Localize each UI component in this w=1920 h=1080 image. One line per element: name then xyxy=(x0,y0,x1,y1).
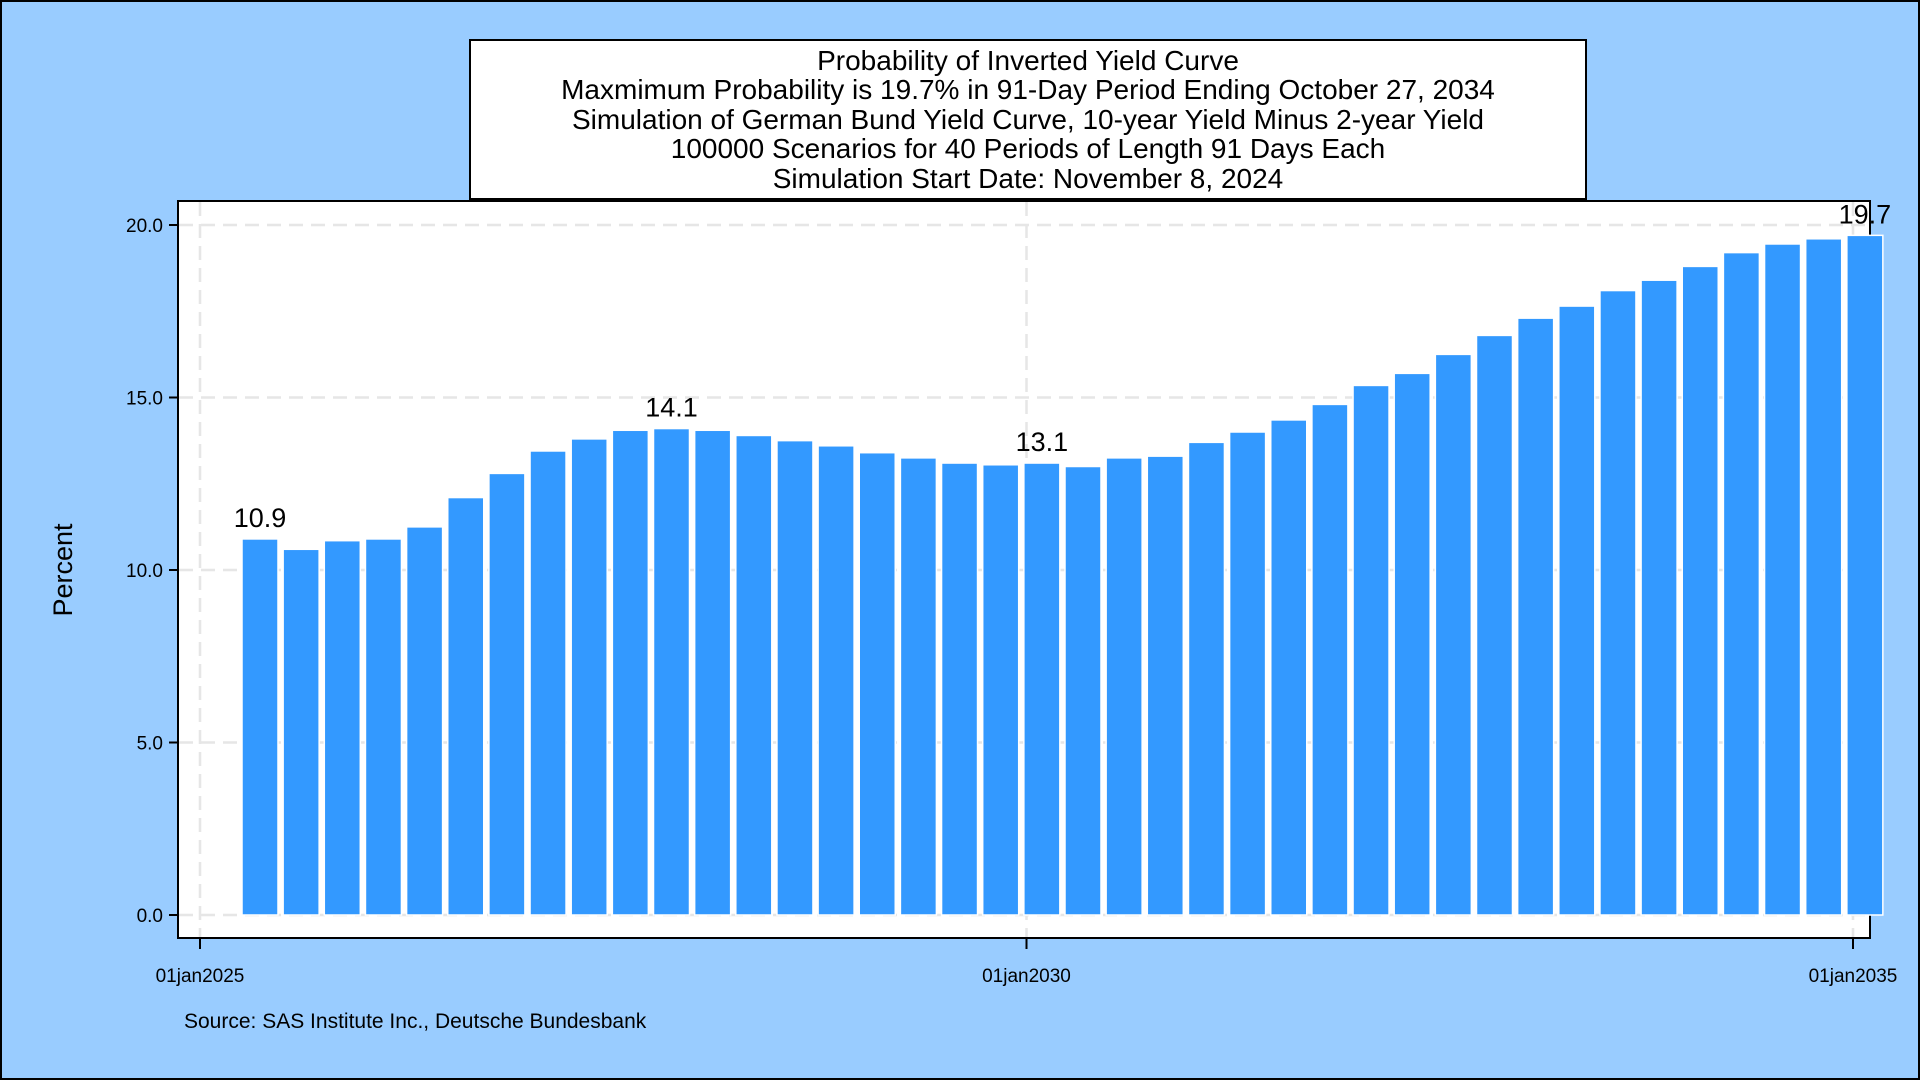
bar xyxy=(529,450,567,916)
bar xyxy=(1516,317,1555,916)
bar xyxy=(940,462,979,916)
data-label: 10.9 xyxy=(234,503,287,533)
bar xyxy=(1105,457,1143,916)
bar xyxy=(1558,305,1596,916)
bar xyxy=(1434,353,1473,916)
bar xyxy=(1681,265,1719,916)
bar xyxy=(1393,372,1431,916)
bar xyxy=(1352,384,1390,916)
axes: 0.0 5.0 10.0 15.0 20.0 01jan2025 01jan2030 01ja… xyxy=(126,216,1897,987)
bars xyxy=(241,234,1884,916)
bar xyxy=(981,464,1020,916)
bar xyxy=(1599,289,1637,916)
bar xyxy=(1023,462,1061,916)
x-tick-label: 01jan2025 xyxy=(156,966,245,987)
bar xyxy=(323,539,362,916)
bar xyxy=(1475,334,1514,916)
bar xyxy=(1846,234,1884,916)
bar xyxy=(570,438,608,916)
bar xyxy=(1270,419,1308,916)
bar xyxy=(1311,403,1349,916)
bar xyxy=(282,548,320,916)
data-label: 19.7 xyxy=(1839,199,1892,229)
bar xyxy=(817,445,855,916)
bar xyxy=(488,472,526,916)
source-note: Source: SAS Institute Inc., Deutsche Bun… xyxy=(184,1010,647,1033)
y-tick-label: 20.0 xyxy=(126,216,163,237)
bar xyxy=(611,429,650,916)
y-tick-label: 10.0 xyxy=(126,561,163,582)
chart-subtitle-1: Maxmimum Probability is 19.7% in 91-Day … xyxy=(561,74,1495,106)
x-tick-label: 01jan2035 xyxy=(1809,966,1898,987)
y-tick-label: 0.0 xyxy=(137,906,163,927)
data-label: 13.1 xyxy=(1016,427,1069,457)
bar xyxy=(1763,243,1802,916)
data-labels: 10.9 14.1 13.1 19.7 xyxy=(234,199,1891,533)
chart-title-box: Probability of Inverted Yield Curve Maxm… xyxy=(469,39,1587,200)
bar xyxy=(776,439,814,916)
data-label: 14.1 xyxy=(645,393,698,423)
bar xyxy=(1804,238,1843,916)
bar xyxy=(858,451,896,916)
bar xyxy=(241,538,279,916)
y-tick-label: 5.0 xyxy=(137,734,163,755)
bar xyxy=(1228,431,1267,916)
bar xyxy=(899,457,938,916)
bar xyxy=(1064,465,1102,916)
bar xyxy=(735,434,773,916)
chart-subtitle-3: 100000 Scenarios for 40 Periods of Lengt… xyxy=(670,133,1386,165)
bar xyxy=(693,429,732,916)
bar xyxy=(1640,279,1678,916)
chart-subtitle-4: Simulation Start Date: November 8, 2024 xyxy=(772,162,1284,194)
x-tick-label: 01jan2030 xyxy=(982,966,1071,987)
y-tick-label: 15.0 xyxy=(126,389,163,410)
chart-subtitle-2: Simulation of German Bund Yield Curve, 1… xyxy=(571,103,1485,135)
bar xyxy=(405,526,444,916)
bar xyxy=(652,427,691,916)
bar xyxy=(447,496,485,916)
bar xyxy=(1187,441,1226,916)
bar xyxy=(364,538,403,916)
chart-title: Probability of Inverted Yield Curve xyxy=(817,44,1239,76)
y-axis-label: Percent xyxy=(48,523,78,617)
bar xyxy=(1146,455,1185,916)
bar xyxy=(1722,251,1761,916)
